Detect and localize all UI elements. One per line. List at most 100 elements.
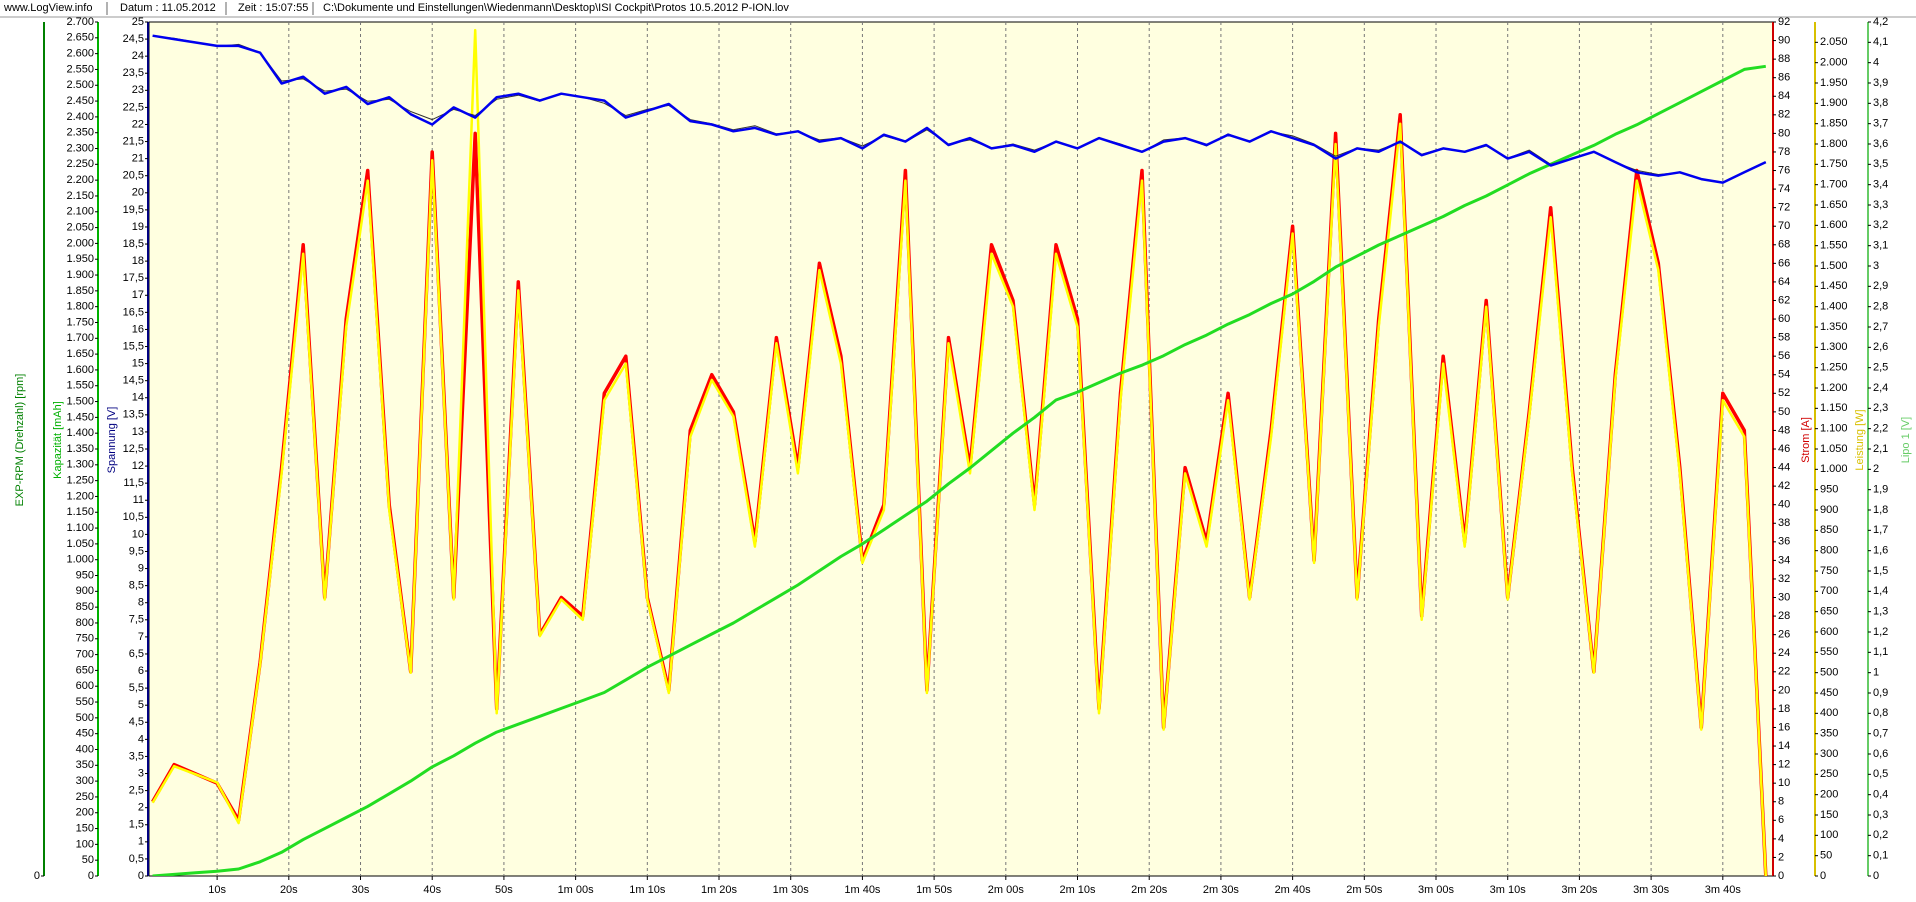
x-tick-label: 2m 00s	[988, 884, 1025, 896]
y-tick-label: 1.300	[66, 459, 94, 471]
y-tick-label: 1.350	[66, 443, 94, 455]
y-tick-label: 20	[1778, 684, 1790, 696]
time: Zeit : 15:07:55	[238, 2, 308, 14]
y-tick-label: 1.550	[66, 380, 94, 392]
y-tick-label: 0	[1873, 870, 1879, 882]
y-tick-label: 12,5	[123, 443, 144, 455]
y-tick-label: 4	[138, 733, 144, 745]
y-tick-label: 3,2	[1873, 219, 1888, 231]
date: Datum : 11.05.2012	[120, 2, 216, 14]
y-tick-label: 700	[1820, 585, 1838, 597]
y-tick-label: 8,5	[129, 580, 144, 592]
y-tick-label: 2.150	[66, 190, 94, 202]
y-tick-label: 14	[1778, 740, 1790, 752]
y-tick-label: 1.850	[66, 285, 94, 297]
y-tick-label: 22	[1778, 666, 1790, 678]
y-tick-label: 1.250	[1820, 362, 1848, 374]
x-tick-label: 1m 00s	[558, 884, 595, 896]
y-tick-label: 24,5	[123, 33, 144, 45]
y-tick-label: 2,1	[1873, 443, 1888, 455]
y-tick-label: 4	[1873, 57, 1879, 69]
y-tick-label: 17	[132, 289, 144, 301]
y-tick-label: 10	[132, 528, 144, 540]
y-tick-label: 18	[1778, 703, 1790, 715]
y-tick-label: 1.400	[66, 427, 94, 439]
y-tick-label: 44	[1778, 461, 1790, 473]
y-tick-label: 19,5	[123, 204, 144, 216]
y-tick-label: 1.500	[66, 395, 94, 407]
y-tick-label: 2,3	[1873, 402, 1888, 414]
y-tick-label: 2.500	[66, 79, 94, 91]
file-path: C:\Dokumente und Einstellungen\Wiedenman…	[323, 2, 789, 14]
y-tick-label: 2.050	[1820, 36, 1848, 48]
y-tick-label: 8	[138, 597, 144, 609]
x-tick-label: 50s	[495, 884, 513, 896]
y-tick-label: 6,5	[129, 648, 144, 660]
y-tick-label: 0,9	[1873, 687, 1888, 699]
y-tick-label: 0,8	[1873, 707, 1888, 719]
y-tick-label: 48	[1778, 424, 1790, 436]
y-tick-label: 11,5	[123, 477, 144, 489]
x-tick-label: 1m 40s	[844, 884, 881, 896]
y-tick-label: 950	[1820, 484, 1838, 496]
y-tick-label: 36	[1778, 536, 1790, 548]
x-tick-label: 1m 30s	[773, 884, 810, 896]
y-tick-label: 2.200	[66, 174, 94, 186]
y-tick-label: 3	[1873, 260, 1879, 272]
y-tick-label: 850	[1820, 524, 1838, 536]
y-tick-label: 2.350	[66, 127, 94, 139]
y-tick-label: 2.650	[66, 32, 94, 44]
y-tick-label: 9	[138, 562, 144, 574]
y-tick-label: 1.700	[66, 332, 94, 344]
y-tick-label: 11	[133, 494, 144, 506]
x-tick-label: 1m 20s	[701, 884, 738, 896]
y-tick-label: 78	[1778, 146, 1790, 158]
y-tick-label: 14,5	[123, 375, 144, 387]
y-tick-label: 16	[132, 323, 144, 335]
y-tick-label: 1.500	[1820, 260, 1848, 272]
x-tick-label: 2m 30s	[1203, 884, 1240, 896]
y-tick-label: 1,9	[1873, 484, 1888, 496]
y-tick-label: 1,4	[1873, 585, 1888, 597]
y-tick-label: 0	[138, 870, 144, 882]
y-tick-label: 4	[1778, 833, 1784, 845]
y-tick-label: 1.750	[1820, 158, 1848, 170]
y-tick-label: 150	[76, 822, 94, 834]
y-tick-label: 64	[1778, 276, 1790, 288]
y-tick-label: 1.400	[1820, 301, 1848, 313]
y-tick-label: 1.050	[66, 538, 94, 550]
y-tick-label: 2.000	[66, 237, 94, 249]
y-tick-label: 0,5	[129, 853, 144, 865]
y-tick-label: 0	[1820, 870, 1826, 882]
y-tick-label: 400	[76, 743, 94, 755]
y-tick-label: 1.600	[66, 364, 94, 376]
y-tick-label: 1.850	[1820, 118, 1848, 130]
y-tick-label: 18,5	[123, 238, 144, 250]
y-tick-label: 8	[1778, 796, 1784, 808]
y-tick-label: 34	[1778, 554, 1790, 566]
y-tick-label: 1.700	[1820, 179, 1848, 191]
y-tick-label: 850	[76, 601, 94, 613]
y-tick-label: 2.550	[66, 63, 94, 75]
y-tick-label: 650	[1820, 606, 1838, 618]
y-tick-label: 900	[76, 585, 94, 597]
y-tick-label: 1.200	[1820, 382, 1848, 394]
y-tick-label: 3	[138, 767, 144, 779]
y-tick-label: 1.950	[1820, 77, 1848, 89]
x-tick-label: 3m 20s	[1561, 884, 1598, 896]
y-tick-label: 650	[76, 664, 94, 676]
y-tick-label: 24	[1778, 647, 1790, 659]
axis-label: EXP-RPM (Drehzahl) [rpm]	[14, 374, 26, 507]
y-tick-label: 2.400	[66, 111, 94, 123]
y-tick-label: 90	[1778, 34, 1790, 46]
y-tick-label: 6	[138, 665, 144, 677]
x-tick-label: 3m 10s	[1490, 884, 1527, 896]
y-tick-label: 350	[76, 759, 94, 771]
y-tick-label: 1.800	[1820, 138, 1848, 150]
x-tick-label: 10s	[208, 884, 226, 896]
y-tick-label: 28	[1778, 610, 1790, 622]
y-tick-label: 5	[138, 699, 144, 711]
y-tick-label: 86	[1778, 72, 1790, 84]
y-tick-label: 68	[1778, 239, 1790, 251]
y-tick-label: 200	[1820, 789, 1838, 801]
